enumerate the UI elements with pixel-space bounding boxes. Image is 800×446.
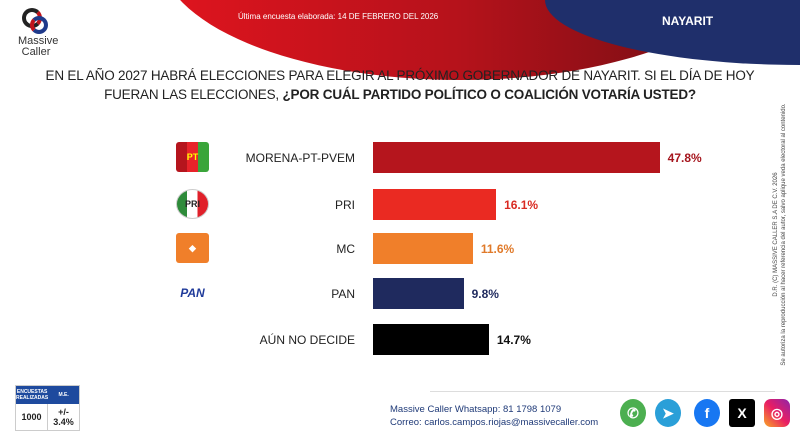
value-label: 16.1% (504, 198, 539, 212)
bar-row: PRI PRI 16.1% (0, 189, 760, 221)
stats-table: ENCUESTAS REALIZADAS M.E. 1000 +/- 3.4% (15, 385, 80, 431)
pan-logo-icon: PAN (176, 278, 209, 308)
bar (373, 324, 489, 355)
value-label: 47.8% (667, 151, 702, 165)
bar (373, 233, 473, 264)
margin-error: +/- 3.4% (53, 407, 74, 427)
copyright-line: D.R. (C) MASSIVE CALLER S.A DE C.V. 2026 (773, 172, 779, 297)
reproduction-line: Se autoriza la reproducción al hacer ref… (781, 103, 787, 366)
whatsapp-icon[interactable]: ✆ (620, 399, 646, 427)
logo-text-1: Massive (18, 35, 59, 47)
bar (373, 189, 497, 220)
category-label: MORENA-PT-PVEM (245, 151, 355, 165)
facebook-icon[interactable]: f (694, 399, 720, 427)
question-line-1: EN EL AÑO 2027 HABRÁ ELECCIONES PARA ELE… (45, 68, 755, 83)
question: EN EL AÑO 2027 HABRÁ ELECCIONES PARA ELE… (0, 66, 800, 104)
category-label: PAN (331, 287, 355, 301)
bar (373, 142, 660, 173)
divider (430, 391, 775, 392)
value-label: 9.8% (471, 287, 499, 301)
bar-row: AÚN NO DECIDE 14.7% (0, 324, 760, 356)
header-me: M.E. (58, 392, 69, 398)
logo-text-2: Caller (21, 46, 51, 58)
category-label: PRI (334, 198, 355, 212)
copyright-note: D.R. (C) MASSIVE CALLER S.A DE C.V. 2026… (772, 97, 788, 372)
bar-row: PAN PAN 9.8% (0, 278, 760, 310)
value-label: 14.7% (496, 333, 531, 347)
email-contact: Correo: carlos.campos.riojas@massivecall… (390, 417, 599, 428)
bar (373, 278, 464, 309)
surveys-count: 1000 (16, 404, 48, 430)
survey-date: Última encuesta elaborada: 14 DE FEBRERO… (238, 12, 439, 21)
morena-pt-pvem-logo-icon: PT (176, 142, 209, 172)
category-label: MC (336, 242, 355, 256)
massive-caller-logo: Massive Caller (18, 6, 59, 58)
state-name: NAYARIT (662, 14, 714, 28)
category-label: AÚN NO DECIDE (259, 333, 355, 347)
bar-row: ◆ MC 11.6% (0, 233, 760, 265)
question-bold: ¿POR CUÁL PARTIDO POLÍTICO O COALICIÓN V… (282, 87, 697, 102)
contact-info: Massive Caller Whatsapp: 81 1798 1079 Co… (390, 403, 598, 429)
bar-row: PT MORENA-PT-PVEM 47.8% (0, 142, 760, 174)
value-label: 11.6% (480, 242, 515, 256)
whatsapp-contact: Massive Caller Whatsapp: 81 1798 1079 (390, 404, 562, 415)
pri-logo-icon: PRI (176, 189, 209, 219)
mc-logo-icon: ◆ (176, 233, 209, 263)
header-surveys: ENCUESTAS REALIZADAS (16, 389, 49, 401)
question-line-2: FUERAN LAS ELECCIONES, ¿POR CUÁL PARTIDO… (0, 85, 800, 104)
x-icon[interactable]: X (729, 399, 755, 427)
question-plain: FUERAN LAS ELECCIONES, (104, 87, 283, 102)
logo-mark-icon (20, 6, 52, 36)
instagram-icon[interactable]: ◎ (764, 399, 790, 427)
telegram-icon[interactable]: ➤ (655, 399, 681, 427)
